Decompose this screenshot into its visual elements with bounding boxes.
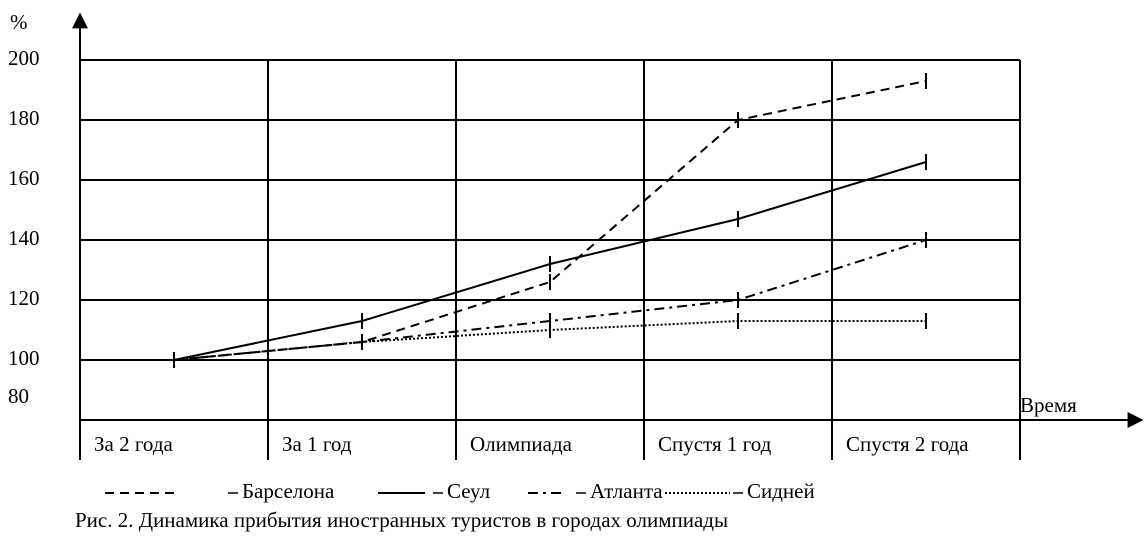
y-axis-label: % bbox=[10, 10, 28, 34]
x-tick-label: За 1 год bbox=[282, 432, 352, 456]
y-tick-label: 100 bbox=[8, 346, 40, 370]
x-tick-label: За 2 года bbox=[94, 432, 174, 456]
legend-label: Сидней bbox=[747, 479, 815, 503]
x-axis-label: Время bbox=[1020, 393, 1077, 417]
x-tick-label: Спустя 1 год bbox=[658, 432, 772, 456]
legend-label: Сеул bbox=[447, 479, 490, 503]
x-tick-label: Спустя 2 года bbox=[846, 432, 969, 456]
y-tick-label: 120 bbox=[8, 286, 40, 310]
y-tick-label: 160 bbox=[8, 166, 40, 190]
y-tick-label: 180 bbox=[8, 106, 40, 130]
y-tick-label: 140 bbox=[8, 226, 40, 250]
y-tick-label: 80 bbox=[8, 384, 29, 408]
caption: Рис. 2. Динамика прибытия иностранных ту… bbox=[75, 508, 728, 532]
x-tick-label: Олимпиада bbox=[470, 432, 573, 456]
legend-label: Барселона bbox=[242, 479, 335, 503]
y-tick-label: 200 bbox=[8, 46, 40, 70]
legend-label: Атланта bbox=[590, 479, 663, 503]
